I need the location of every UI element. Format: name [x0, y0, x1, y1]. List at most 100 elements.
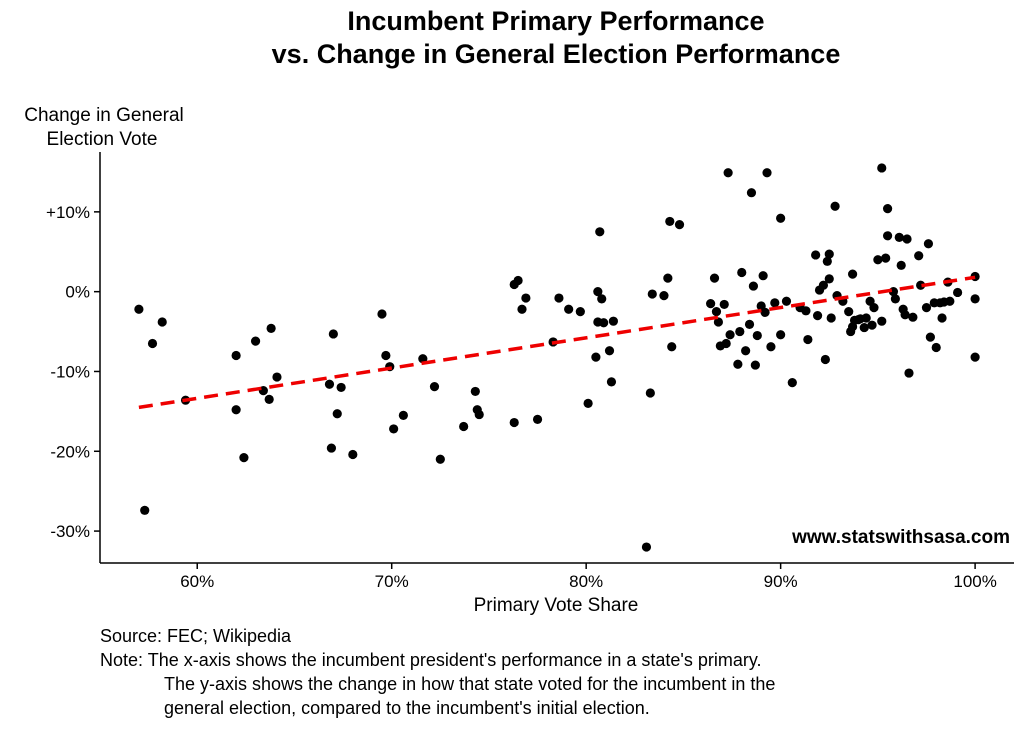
data-point [231, 350, 241, 361]
y-tick-label: -20% [50, 442, 90, 461]
data-point [348, 449, 358, 460]
data-point [706, 299, 716, 309]
data-point [776, 330, 786, 340]
data-point [521, 293, 531, 303]
data-point [272, 372, 282, 382]
data-point [904, 368, 914, 378]
data-point [781, 296, 792, 306]
data-point [665, 216, 675, 227]
data-point [517, 304, 527, 314]
data-point [381, 350, 391, 361]
data-points [134, 163, 980, 552]
data-point [606, 377, 617, 387]
data-point [873, 255, 883, 265]
data-point [532, 414, 543, 424]
y-axis-ticks: +10% 0% -10% -20% -30% [46, 203, 100, 541]
data-point [147, 338, 158, 349]
data-point [861, 313, 871, 323]
chart-title-line-1: Incumbent Primary Performance [347, 6, 764, 36]
data-point [881, 253, 891, 263]
y-tick-label: 0% [65, 283, 90, 302]
data-point [847, 269, 858, 279]
data-point [239, 453, 249, 463]
data-point [744, 319, 755, 329]
data-point [470, 386, 480, 397]
note-line-3: general election, compared to the incumb… [164, 698, 650, 718]
data-point [564, 304, 574, 314]
data-point [336, 382, 346, 393]
data-point [140, 505, 150, 515]
data-point [459, 421, 469, 432]
y-axis-label-line-1: Change in General [24, 105, 184, 126]
data-point [770, 298, 780, 308]
data-point [659, 291, 669, 301]
data-point [429, 382, 440, 392]
data-point [824, 274, 834, 284]
data-point [418, 354, 428, 364]
x-axis-label: Primary Vote Share [474, 595, 639, 616]
data-point [787, 378, 797, 388]
x-tick-label: 80% [569, 572, 603, 591]
data-point [583, 398, 593, 408]
data-point [752, 330, 762, 341]
data-point [970, 294, 980, 304]
data-point [663, 273, 673, 283]
x-axis-ticks: 60% 70% 80% 90% 100% [180, 563, 997, 591]
note-line-2: The y-axis shows the change in how that … [164, 674, 776, 694]
data-point [474, 409, 484, 420]
data-point [822, 256, 832, 266]
data-point [914, 251, 924, 261]
data-point [709, 273, 720, 283]
data-point [667, 342, 677, 352]
data-point [157, 317, 167, 327]
data-point [900, 310, 910, 320]
data-point [674, 220, 685, 230]
y-tick-label: -10% [50, 362, 90, 381]
y-tick-label: -30% [50, 522, 90, 541]
x-tick-label: 100% [953, 572, 996, 591]
data-point [719, 299, 729, 310]
data-point [824, 249, 834, 259]
data-point [593, 287, 603, 297]
data-point [859, 322, 869, 333]
data-point [713, 317, 724, 327]
data-point [818, 280, 829, 290]
data-point [869, 303, 879, 313]
data-point [735, 326, 745, 337]
data-point [266, 323, 276, 333]
data-point [231, 405, 241, 415]
data-point [882, 204, 893, 214]
data-point [801, 306, 811, 316]
data-point [389, 424, 399, 434]
data-point [134, 304, 144, 314]
data-point [324, 379, 335, 389]
data-point [844, 307, 854, 317]
data-point [925, 332, 935, 342]
data-point [760, 307, 770, 318]
data-point [762, 168, 772, 178]
data-point [877, 163, 887, 173]
data-point [945, 296, 955, 306]
data-point [641, 542, 652, 552]
scatter-chart: Incumbent Primary Performance vs. Change… [24, 6, 1014, 616]
x-tick-label: 70% [375, 572, 409, 591]
data-point [811, 250, 821, 260]
data-point [921, 303, 932, 313]
data-point [377, 309, 387, 319]
data-point [604, 346, 615, 356]
data-point [970, 352, 980, 362]
chart-title-line-2: vs. Change in General Election Performan… [272, 39, 841, 69]
data-point [916, 280, 926, 290]
data-point [748, 281, 759, 291]
data-point [595, 227, 605, 237]
data-point [554, 293, 564, 303]
data-point [723, 168, 733, 178]
data-point [953, 287, 963, 298]
data-point [820, 354, 830, 365]
data-point [812, 311, 823, 321]
data-point [608, 316, 618, 326]
data-point [332, 409, 342, 419]
data-point [509, 417, 519, 428]
data-point [908, 312, 918, 322]
data-point [647, 289, 657, 299]
